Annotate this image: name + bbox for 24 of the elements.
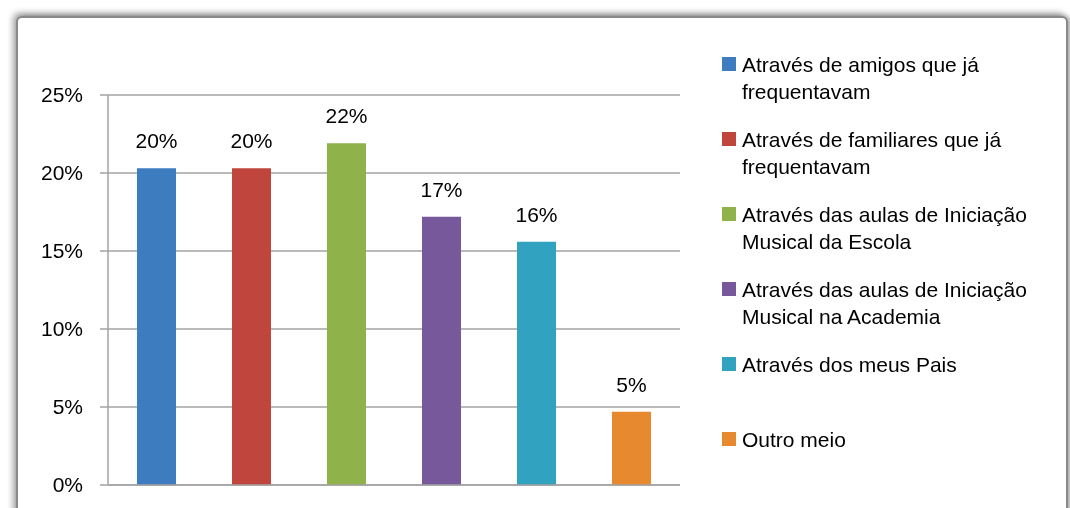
legend-label: Através de amigos que já frequentavam [742, 52, 980, 105]
legend-label: Outro meio [742, 427, 847, 453]
y-tick-label: 25% [40, 83, 83, 107]
data-label: 5% [616, 372, 647, 396]
data-label: 20% [230, 129, 273, 153]
y-tick-label: 0% [52, 473, 83, 497]
bar [517, 241, 556, 485]
bar [612, 411, 651, 485]
y-tick-label: 15% [40, 239, 83, 263]
y-tick-label: 10% [40, 317, 83, 341]
y-tick-label: 5% [52, 395, 83, 419]
data-label: 17% [420, 177, 463, 201]
bar [137, 168, 176, 485]
legend-label: Através das aulas de Iniciação Musical da Escola [742, 202, 1028, 255]
legend-label: Através dos meus Pais [742, 352, 958, 378]
data-label: 22% [325, 104, 368, 128]
bar [327, 143, 366, 485]
y-tick-label: 20% [40, 161, 83, 185]
legend-label: Através de familiares que já frequentavam [742, 127, 1003, 180]
bar [232, 168, 271, 485]
data-label: 16% [515, 202, 558, 226]
data-label: 20% [135, 129, 178, 153]
legend-label: Através das aulas de Iniciação Musical na Academia [742, 277, 1028, 330]
bar [422, 216, 461, 485]
